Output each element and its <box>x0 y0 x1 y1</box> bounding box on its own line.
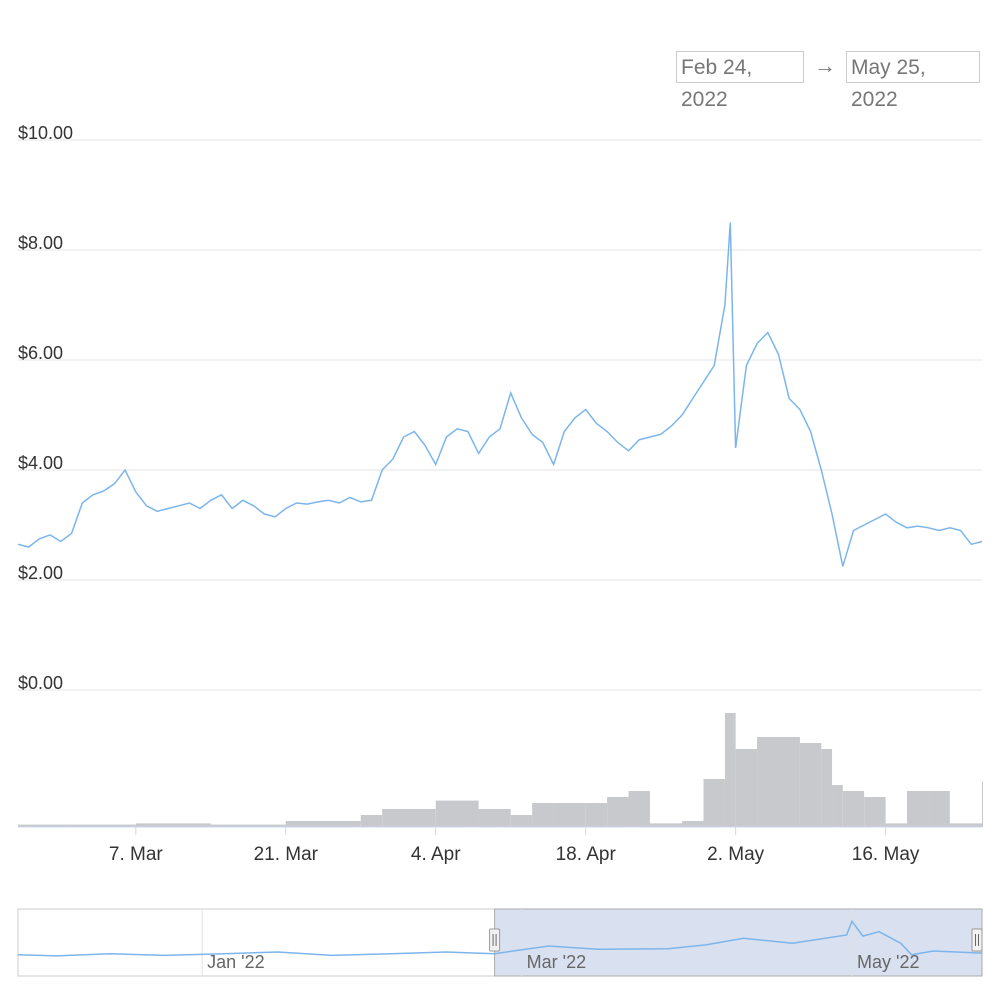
y-tick-label: $4.00 <box>18 453 63 473</box>
volume-bar <box>757 737 779 827</box>
volume-bar <box>799 743 822 827</box>
volume-bar <box>724 713 736 827</box>
y-tick-label: $6.00 <box>18 343 63 363</box>
x-tick-label: 7. Mar <box>109 844 164 865</box>
volume-bar <box>135 823 211 827</box>
navigator-handle[interactable] <box>489 928 501 952</box>
volume-bar <box>928 791 950 827</box>
volume-bar <box>649 823 683 827</box>
volume-bar <box>532 803 554 827</box>
volume-bar <box>585 803 608 827</box>
navigator-handle[interactable] <box>971 928 983 952</box>
volume-bar <box>949 823 982 827</box>
volume-bar <box>885 823 908 827</box>
price-line-series <box>17 222 983 567</box>
navigator-tick-label: Mar '22 <box>527 952 586 972</box>
date-range-end-input[interactable]: May 25, 2022 <box>846 51 980 111</box>
x-tick-label: 16. May <box>852 844 920 865</box>
volume-bar <box>478 809 511 827</box>
volume-bar <box>842 791 865 827</box>
y-axis-labels: $10.00 $8.00 $6.00 $4.00 $2.00 $0.00 <box>18 123 73 693</box>
x-tick-label: 18. Apr <box>556 844 617 865</box>
y-tick-label: $10.00 <box>18 123 73 143</box>
volume-bar <box>682 821 704 827</box>
volume-bar <box>553 803 586 827</box>
date-range-arrow-icon: → <box>814 53 836 78</box>
volume-bar <box>210 824 286 827</box>
volume-bar <box>907 791 929 827</box>
volume-bar <box>628 791 650 827</box>
volume-bar <box>821 749 833 827</box>
x-tick-label: 4. Apr <box>411 844 461 865</box>
x-axis: 7. Mar 21. Mar 4. Apr 18. Apr 2. May 16. May <box>18 826 982 865</box>
volume-bar <box>703 779 725 827</box>
navigator-tick-label: May '22 <box>857 952 919 972</box>
volume-bar <box>982 781 983 827</box>
volume-bar <box>864 797 886 827</box>
navigator-line <box>17 919 983 957</box>
grid-lines <box>18 139 982 691</box>
navigator[interactable]: Jan '22 Mar '22 May '22 <box>17 908 983 977</box>
volume-bar <box>735 749 758 827</box>
date-range-start-input[interactable]: Feb 24, 2022 <box>676 51 804 111</box>
volume-bar <box>778 737 800 827</box>
volume-bar <box>71 824 136 827</box>
navigator-tick-label: Jan '22 <box>207 952 264 972</box>
volume-bar <box>382 809 436 827</box>
volume-bar <box>435 800 479 827</box>
y-tick-label: $8.00 <box>18 233 63 253</box>
y-tick-label: $2.00 <box>18 563 63 583</box>
volume-bar <box>832 785 843 827</box>
x-tick-label: 21. Mar <box>254 844 319 865</box>
volume-bar <box>285 821 361 827</box>
x-tick-label: 2. May <box>707 844 765 865</box>
volume-bar <box>360 815 383 827</box>
y-tick-label: $0.00 <box>18 673 63 693</box>
volume-bar <box>607 797 629 827</box>
volume-bar <box>510 815 533 827</box>
volume-bars <box>18 713 983 827</box>
volume-bar <box>18 824 72 827</box>
